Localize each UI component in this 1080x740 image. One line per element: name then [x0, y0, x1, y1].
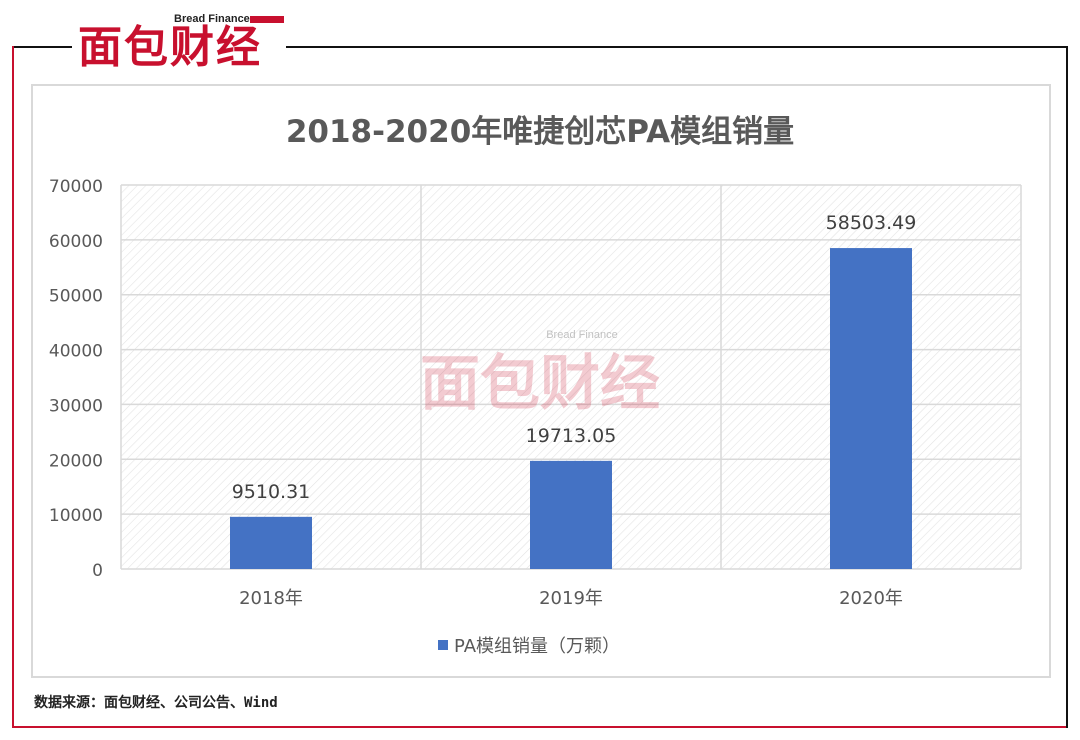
logo-accent-bar: [250, 16, 284, 23]
y-tick-label: 50000: [49, 287, 103, 307]
data-labels: 9510.31 19713.05 58503.49: [232, 212, 917, 503]
bar: [230, 516, 312, 569]
x-axis-ticks: 2018年 2019年 2020年: [239, 588, 903, 609]
bar-data-label: 19713.05: [526, 425, 617, 447]
brand-logo: Bread Finance 面包财经: [72, 8, 286, 78]
x-tick-label: 2019年: [539, 588, 603, 609]
watermark: 面包财经 Bread Finance: [420, 329, 660, 419]
bars: [230, 248, 912, 569]
legend-swatch: [438, 640, 448, 650]
logo-subtext: Bread Finance: [174, 13, 250, 25]
x-tick-label: 2020年: [839, 588, 903, 609]
frame-right-border: [1066, 46, 1068, 728]
y-tick-label: 20000: [49, 451, 103, 471]
y-tick-label: 30000: [49, 396, 103, 416]
y-tick-label: 40000: [49, 342, 103, 362]
x-tick-label: 2018年: [239, 588, 303, 609]
bar: [530, 460, 612, 569]
frame-top-border: [12, 46, 1067, 48]
frame-bottom-border: [12, 726, 1067, 728]
y-tick-label: 0: [92, 561, 103, 581]
logo-text: 面包财经: [78, 22, 262, 73]
source-note: 数据来源：面包财经、公司公告、Wind: [34, 695, 278, 711]
bar-data-label: 9510.31: [232, 481, 311, 503]
y-tick-label: 70000: [49, 177, 103, 197]
y-tick-label: 60000: [49, 232, 103, 252]
watermark-subtext: Bread Finance: [546, 329, 618, 341]
chart-legend: PA模组销量（万颗）: [438, 634, 621, 657]
y-axis-ticks: 0 10000 20000 30000 40000 50000 60000 70000: [49, 177, 103, 581]
bar-data-label: 58503.49: [826, 212, 917, 234]
watermark-text: 面包财经: [420, 349, 660, 419]
bar: [830, 248, 912, 569]
chart-title: 2018-2020年唯捷创芯PA模组销量: [286, 114, 794, 150]
legend-label: PA模组销量（万颗）: [454, 636, 621, 657]
frame-left-border: [12, 46, 14, 727]
y-tick-label: 10000: [49, 506, 103, 526]
